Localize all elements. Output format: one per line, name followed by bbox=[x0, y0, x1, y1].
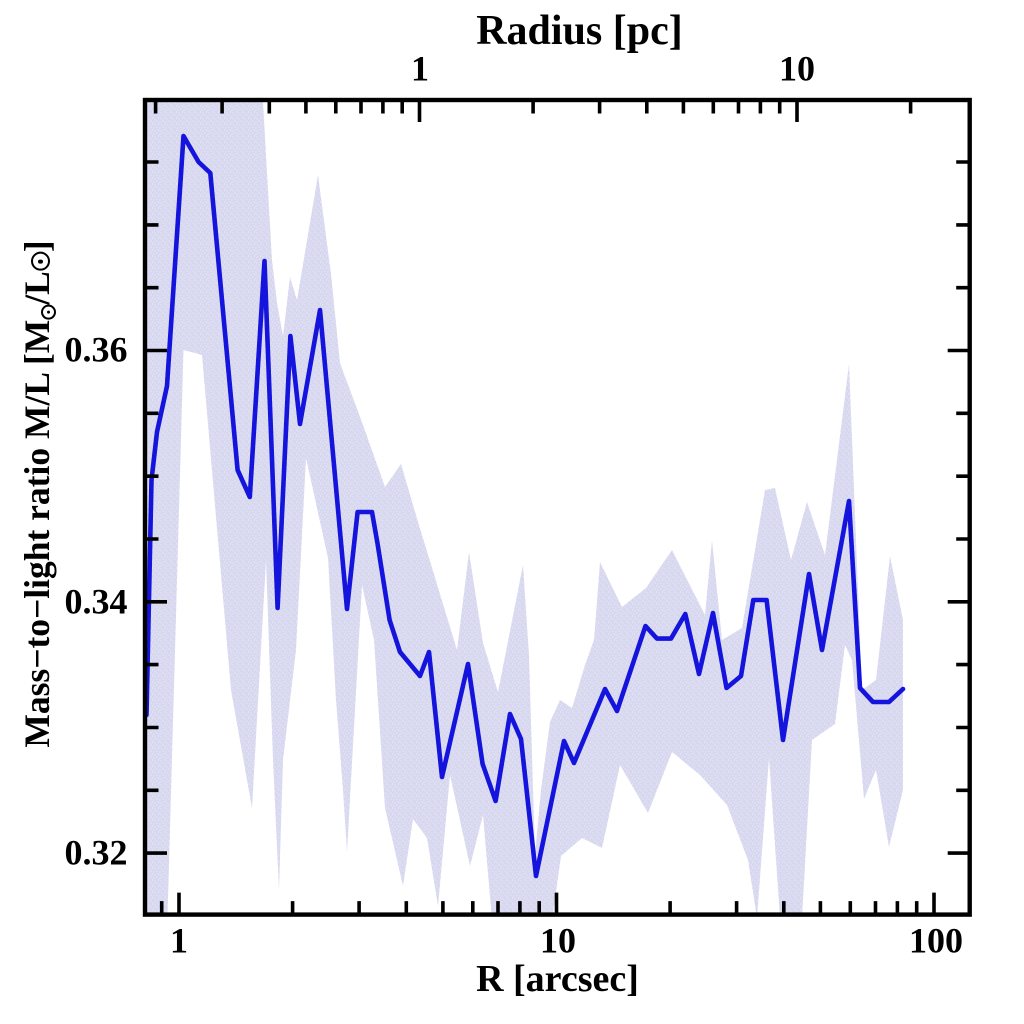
svg-text:0.36: 0.36 bbox=[65, 330, 128, 370]
svg-text:0.34: 0.34 bbox=[65, 581, 128, 621]
svg-text:10: 10 bbox=[540, 921, 576, 961]
svg-text:100: 100 bbox=[909, 921, 963, 961]
svg-text:1: 1 bbox=[170, 921, 188, 961]
svg-text:10: 10 bbox=[779, 49, 815, 89]
svg-text:Radius [pc]: Radius [pc] bbox=[476, 8, 683, 54]
svg-text:R [arcsec]: R [arcsec] bbox=[476, 958, 639, 1000]
svg-text:1: 1 bbox=[411, 49, 429, 89]
svg-text:0.32: 0.32 bbox=[65, 833, 128, 873]
